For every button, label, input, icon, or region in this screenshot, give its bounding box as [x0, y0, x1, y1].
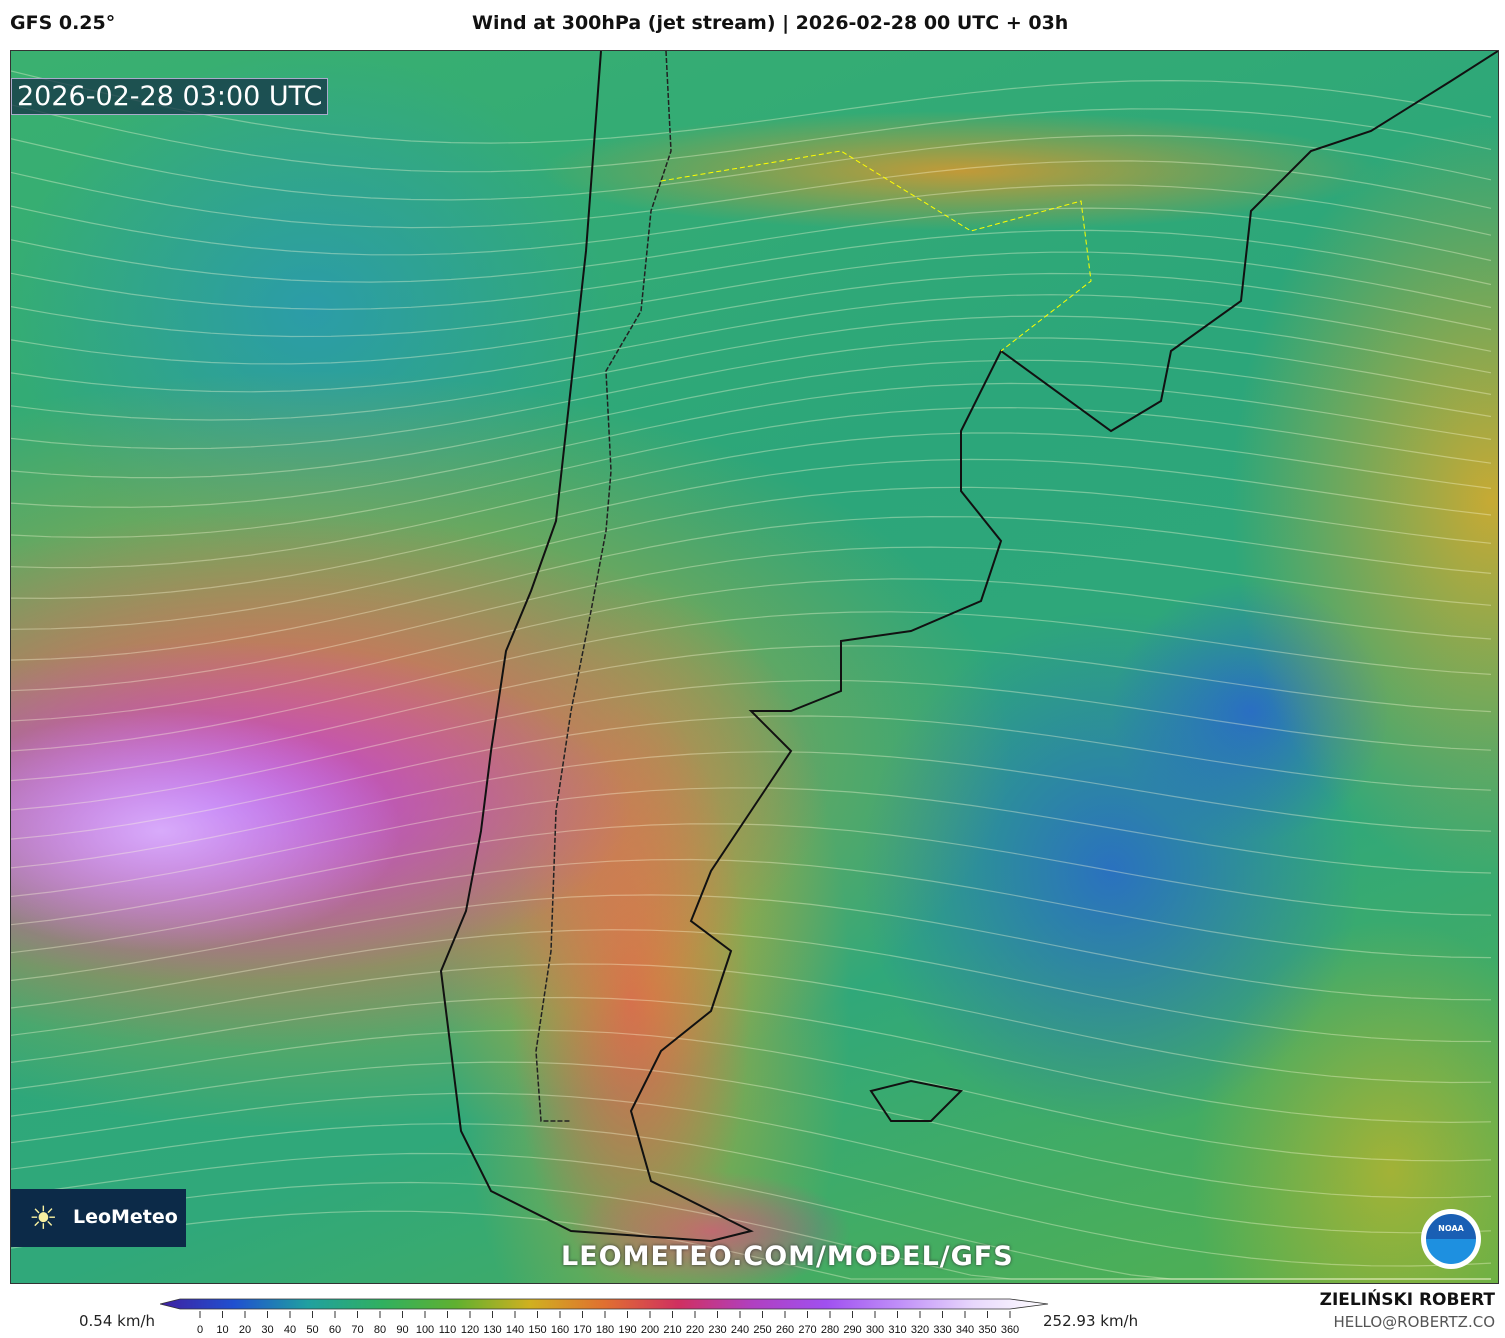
colorbar-tick-label: 220 — [685, 1324, 705, 1336]
streamline — [11, 160, 1492, 229]
chart-title: Wind at 300hPa (jet stream) | 2026-02-28… — [472, 12, 1069, 34]
streamline — [11, 645, 1492, 782]
colorbar-tick-label: 300 — [865, 1324, 885, 1336]
colorbar-tick-label: 190 — [618, 1324, 637, 1336]
colorbar-tick-label: 240 — [730, 1324, 750, 1336]
noaa-logo: NOAA — [1421, 1209, 1481, 1269]
colorbar-tick-label: 120 — [460, 1324, 480, 1336]
streamline — [11, 578, 1492, 722]
colorbar-tick-label: 70 — [351, 1324, 364, 1336]
colorbar-tick-label: 170 — [573, 1324, 592, 1336]
streamline — [11, 515, 1492, 661]
streamline — [11, 963, 1492, 1084]
streamline — [11, 272, 1492, 365]
logo-text-overlay: Leo — [73, 1206, 112, 1228]
colorbar-tick-label: 130 — [483, 1324, 502, 1336]
colorbar-tick-label: 280 — [820, 1324, 840, 1336]
streamline — [11, 679, 1492, 811]
streamline — [11, 458, 1492, 600]
colorbar-tick-label: 340 — [955, 1324, 975, 1336]
streamline — [11, 1029, 1492, 1162]
streamline — [11, 207, 1492, 283]
streamline — [11, 787, 1492, 898]
colorbar-min-label: 0.54 km/h — [79, 1312, 156, 1330]
colorbar-tick-label: 160 — [550, 1324, 570, 1336]
streamline — [11, 823, 1492, 926]
streamline — [11, 1210, 1491, 1280]
colorbar-tick-label: 80 — [373, 1324, 387, 1336]
colorbar-tick-label: 0 — [196, 1324, 204, 1336]
colorbar-tick-label: 140 — [505, 1324, 525, 1336]
streamline — [11, 1092, 1492, 1234]
streamline — [11, 229, 1492, 310]
colorbar-tick-label: 40 — [283, 1324, 297, 1336]
streamline — [11, 315, 1492, 421]
colorbar-tick-label: 30 — [261, 1324, 274, 1336]
streamline — [11, 294, 1492, 393]
colorbar-tick-label: 230 — [708, 1324, 727, 1336]
coastline — [439, 51, 1498, 1243]
colorbar-tick-label: 310 — [888, 1324, 907, 1336]
colorbar-tick-label: 270 — [798, 1324, 817, 1336]
colorbar-tick-label: 290 — [843, 1324, 862, 1336]
author-name: ZIELIŃSKI ROBERT — [1319, 1290, 1495, 1310]
streamline — [11, 184, 1492, 256]
colorbar-tick-label: 210 — [663, 1324, 682, 1336]
streamline — [11, 858, 1492, 959]
streamline — [11, 1152, 1491, 1280]
colorbar-tick-label: 200 — [640, 1324, 660, 1336]
colorbar-tick-label: 320 — [910, 1324, 930, 1336]
streamline — [11, 929, 1492, 1043]
streamline — [11, 337, 1492, 450]
colorbar-tick-label: 20 — [238, 1324, 252, 1336]
colorbar-tick-label: 360 — [1000, 1324, 1020, 1336]
colorbar-tick-label: 180 — [595, 1324, 615, 1336]
colorbar-max-label: 252.93 km/h — [1043, 1312, 1139, 1330]
leometeo-logo[interactable]: ☀ Leo Meteo — [11, 1189, 186, 1247]
streamline — [11, 486, 1492, 630]
colorbar-tick-label: 50 — [306, 1324, 319, 1336]
streamline — [11, 70, 1492, 144]
colorbar-tick-label: 250 — [753, 1324, 772, 1336]
sun-icon: ☀ — [29, 1199, 58, 1237]
streamline — [11, 611, 1492, 752]
streamline — [11, 382, 1492, 508]
streamline — [11, 751, 1492, 869]
streamline — [11, 359, 1492, 479]
colorbar — [160, 1298, 1049, 1318]
streamline — [11, 546, 1492, 692]
streamline — [11, 715, 1492, 840]
colorbar-tick-label: 150 — [528, 1324, 547, 1336]
streamline — [11, 1181, 1491, 1280]
colorbar-tick-label: 60 — [328, 1324, 342, 1336]
streamline — [11, 134, 1492, 201]
model-name: GFS 0.25° — [10, 12, 116, 34]
streamline — [11, 104, 1492, 173]
author-email: HELLO@ROBERTZ.CO — [1333, 1313, 1495, 1331]
streamline — [11, 1123, 1492, 1267]
colorbar-tick-label: 350 — [978, 1324, 997, 1336]
logo-text: Meteo — [111, 1206, 178, 1228]
streamline — [11, 406, 1492, 539]
colorbar-tick-label: 110 — [438, 1324, 457, 1336]
valid-time-label: 2026-02-28 03:00 UTC — [11, 78, 329, 115]
wind-map[interactable]: 2026-02-28 03:00 UTC ☀ Leo Meteo LEOMETE… — [10, 50, 1499, 1284]
streamline — [11, 432, 1492, 569]
streamline — [11, 1061, 1492, 1199]
watermark-url: LEOMETEO.COM/MODEL/GFS — [561, 1241, 1014, 1272]
colorbar-tick-label: 90 — [396, 1324, 409, 1336]
colorbar-tick-label: 260 — [775, 1324, 795, 1336]
colorbar-tick-label: 330 — [933, 1324, 952, 1336]
streamlines — [11, 70, 1492, 1280]
colorbar-tick-label: 100 — [415, 1324, 435, 1336]
streamline — [11, 894, 1492, 1001]
streamline — [11, 996, 1492, 1124]
colorbar-tick-label: 10 — [216, 1324, 229, 1336]
